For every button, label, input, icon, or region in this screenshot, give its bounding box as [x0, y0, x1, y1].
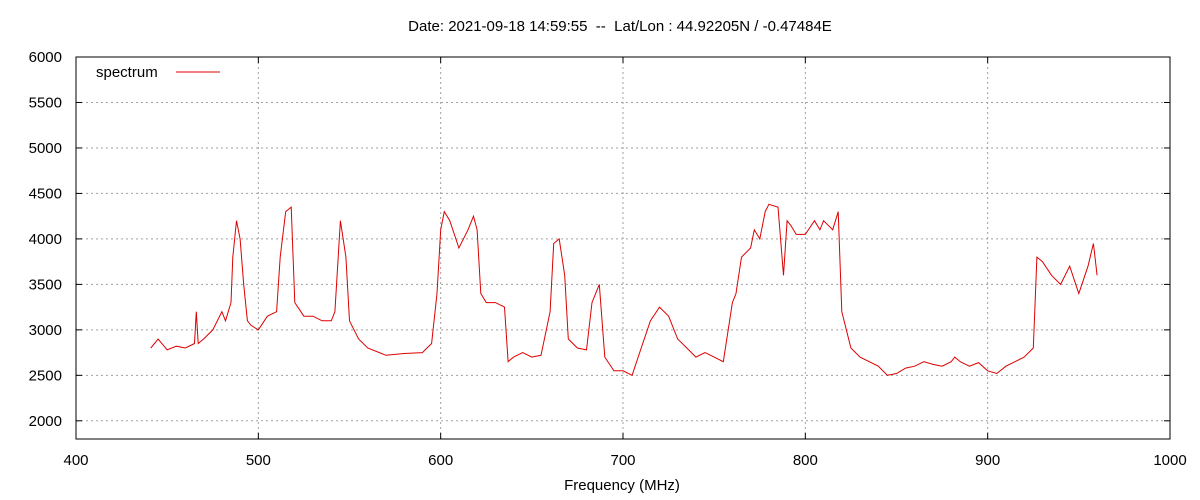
x-tick-label: 800 [793, 452, 818, 469]
y-tick-label: 4500 [29, 185, 62, 202]
y-tick-label: 3500 [29, 276, 62, 293]
x-axis-label: Frequency (MHz) [564, 477, 680, 494]
y-tick-label: 3000 [29, 322, 62, 339]
x-tick-label: 700 [610, 452, 635, 469]
x-tick-label: 400 [63, 452, 88, 469]
x-tick-label: 500 [246, 452, 271, 469]
y-tick-label: 5000 [29, 140, 62, 157]
y-tick-label: 4000 [29, 231, 62, 248]
y-tick-label: 5500 [29, 94, 62, 111]
y-tick-label: 2000 [29, 413, 62, 430]
legend-label: spectrum [96, 64, 158, 81]
spectrum-series-line [150, 203, 1098, 377]
x-tick-label: 900 [975, 452, 1000, 469]
x-tick-label: 1000 [1153, 452, 1186, 469]
x-tick-label: 600 [428, 452, 453, 469]
chart-title: Date: 2021-09-18 14:59:55 -- Lat/Lon : 4… [408, 18, 832, 35]
y-tick-label: 2500 [29, 367, 62, 384]
y-tick-label: 6000 [29, 49, 62, 66]
